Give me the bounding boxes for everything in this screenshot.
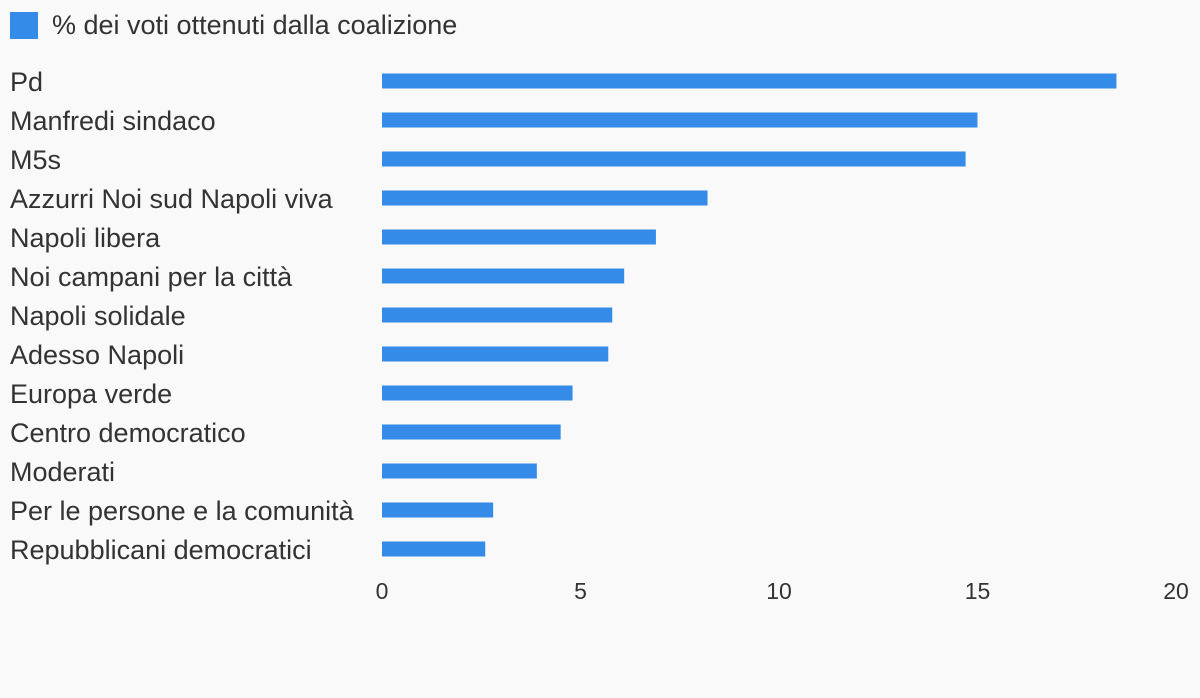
category-label: Napoli solidale: [10, 301, 186, 331]
bar: [382, 268, 625, 284]
bar: [382, 73, 1117, 89]
bar: [382, 112, 978, 128]
category-label: Europa verde: [10, 379, 172, 409]
bar: [382, 541, 486, 557]
legend: % dei voti ottenuti dalla coalizione: [10, 10, 457, 40]
category-label: Pd: [10, 67, 43, 97]
bar: [382, 385, 573, 401]
x-tick-label: 15: [965, 578, 991, 604]
bar: [382, 346, 609, 362]
category-label: Per le persone e la comunità: [10, 496, 355, 526]
x-tick-label: 5: [574, 578, 587, 604]
bar: [382, 502, 494, 518]
x-tick-label: 10: [766, 578, 792, 604]
legend-swatch: [10, 11, 38, 39]
legend-label: % dei voti ottenuti dalla coalizione: [52, 10, 458, 40]
bar: [382, 229, 656, 245]
bar: [382, 463, 537, 479]
x-tick-label: 0: [376, 578, 389, 604]
category-label: Napoli libera: [10, 223, 161, 253]
category-label: Azzurri Noi sud Napoli viva: [10, 184, 334, 214]
category-label: Noi campani per la città: [10, 262, 293, 292]
bar: [382, 151, 966, 167]
category-label: Repubblicani democratici: [10, 535, 312, 565]
x-tick-label: 20: [1163, 578, 1189, 604]
category-label: Centro democratico: [10, 418, 246, 448]
category-label: M5s: [10, 145, 61, 175]
bar: [382, 307, 613, 323]
category-label: Moderati: [10, 457, 115, 487]
bar: [382, 424, 561, 440]
category-label: Adesso Napoli: [10, 340, 184, 370]
category-label: Manfredi sindaco: [10, 106, 216, 136]
bar: [382, 190, 708, 206]
